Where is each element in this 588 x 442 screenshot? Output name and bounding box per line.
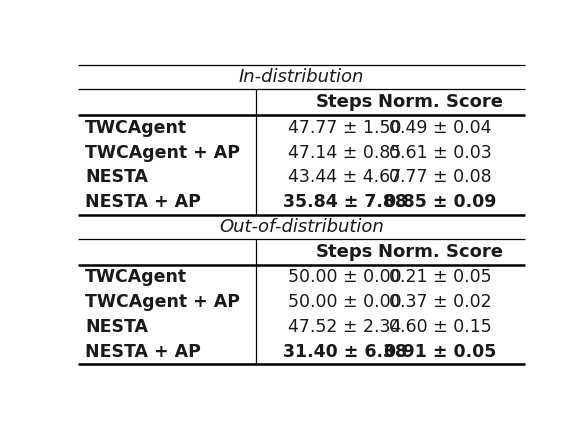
Text: 0.60 ± 0.15: 0.60 ± 0.15 — [389, 318, 492, 336]
Text: 50.00 ± 0.00: 50.00 ± 0.00 — [288, 268, 402, 286]
Text: 50.00 ± 0.00: 50.00 ± 0.00 — [288, 293, 402, 311]
Text: TWCAgent: TWCAgent — [85, 119, 187, 137]
Text: NESTA: NESTA — [85, 168, 148, 187]
Text: 35.84 ± 7.88: 35.84 ± 7.88 — [283, 193, 407, 211]
Text: 0.85 ± 0.09: 0.85 ± 0.09 — [384, 193, 496, 211]
Text: Steps: Steps — [316, 93, 373, 111]
Text: 47.77 ± 1.50: 47.77 ± 1.50 — [288, 119, 402, 137]
Text: Norm. Score: Norm. Score — [378, 243, 503, 261]
Text: NESTA + AP: NESTA + AP — [85, 343, 201, 361]
Text: NESTA + AP: NESTA + AP — [85, 193, 201, 211]
Text: 31.40 ± 6.38: 31.40 ± 6.38 — [283, 343, 407, 361]
Text: 0.77 ± 0.08: 0.77 ± 0.08 — [389, 168, 492, 187]
Text: NESTA: NESTA — [85, 318, 148, 336]
Text: TWCAgent + AP: TWCAgent + AP — [85, 144, 240, 162]
Text: TWCAgent + AP: TWCAgent + AP — [85, 293, 240, 311]
Text: TWCAgent: TWCAgent — [85, 268, 187, 286]
Text: 0.49 ± 0.04: 0.49 ± 0.04 — [389, 119, 492, 137]
Text: 47.14 ± 0.85: 47.14 ± 0.85 — [288, 144, 402, 162]
Text: Steps: Steps — [316, 243, 373, 261]
Text: 0.91 ± 0.05: 0.91 ± 0.05 — [384, 343, 496, 361]
Text: 0.37 ± 0.02: 0.37 ± 0.02 — [389, 293, 492, 311]
Text: 0.61 ± 0.03: 0.61 ± 0.03 — [389, 144, 492, 162]
Text: In-distribution: In-distribution — [239, 68, 364, 86]
Text: 47.52 ± 2.34: 47.52 ± 2.34 — [288, 318, 402, 336]
Text: 0.21 ± 0.05: 0.21 ± 0.05 — [389, 268, 492, 286]
Text: Norm. Score: Norm. Score — [378, 93, 503, 111]
Text: Out-of-distribution: Out-of-distribution — [219, 217, 384, 236]
Text: 43.44 ± 4.67: 43.44 ± 4.67 — [288, 168, 401, 187]
